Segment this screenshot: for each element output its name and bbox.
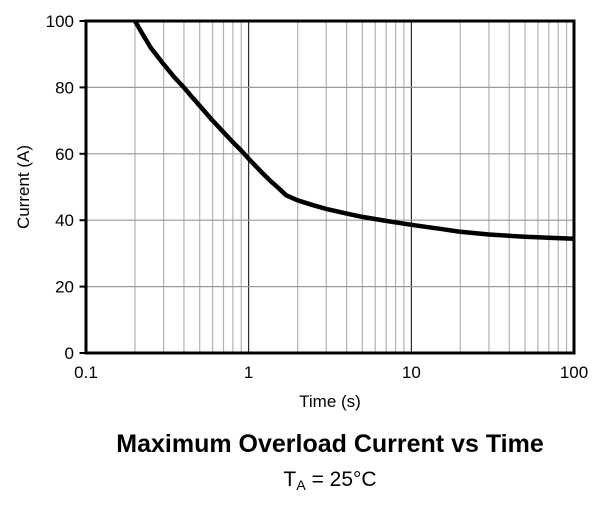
y-tick-label: 40: [55, 211, 74, 230]
x-tick-label: 100: [560, 363, 588, 382]
chart-subtitle: TA = 25°C: [0, 468, 600, 494]
y-tick-label: 60: [55, 145, 74, 164]
x-tick-label: 1: [244, 363, 253, 382]
y-tick-label: 0: [65, 344, 74, 363]
plot-area: 0 20 40 60 80 100 0.1 1 10 100: [46, 12, 589, 382]
y-axis-title: Current (A): [14, 144, 33, 230]
chart-title: Maximum Overload Current vs Time: [116, 430, 544, 458]
data-curve: [133, 19, 575, 242]
y-tick-label: 80: [55, 78, 74, 97]
x-tick-label: 0.1: [74, 363, 98, 382]
subtitle-value: = 25°C: [305, 468, 377, 491]
plot-frame: [84, 19, 576, 355]
x-axis-title: Time (s): [299, 392, 361, 411]
subtitle-symbol: T: [283, 468, 297, 491]
y-tick-label: 20: [55, 278, 74, 297]
y-tick-label: 100: [46, 12, 74, 31]
x-tick-label: 10: [402, 363, 421, 382]
subtitle-subscript: A: [296, 477, 306, 494]
